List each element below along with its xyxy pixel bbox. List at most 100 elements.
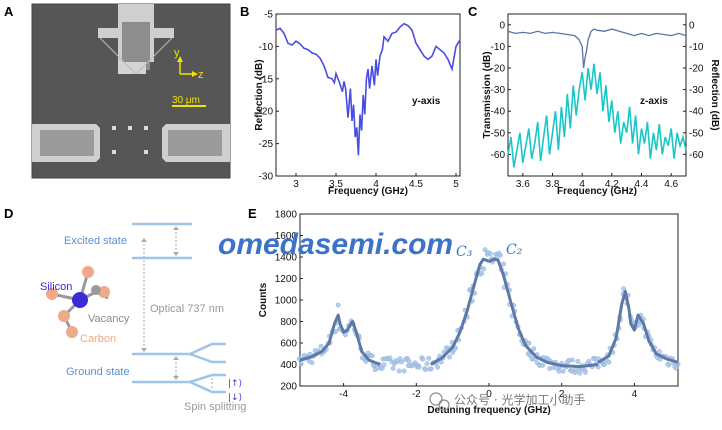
panel-c-y2-tick-label: -60: [689, 150, 704, 161]
panel-d-excited-state: Excited state: [64, 235, 127, 247]
panel-e-fit-line: [597, 289, 679, 364]
panel-b-y-tick-label: -25: [259, 139, 274, 150]
panel-e-data-point: [572, 367, 578, 373]
panel-e-y-tick-label: 1000: [275, 296, 298, 307]
panel-e-data-point: [390, 365, 396, 371]
panel-e-data-point: [527, 352, 533, 358]
panel-c-chart: 3.6 3.8 4 4.2 4.4 4.6 -60 -50 -40 -30 -20 -10 0 -60 -5…: [482, 13, 720, 197]
panel-c-y2-tick-label: -50: [689, 128, 704, 139]
panel-c-y2-tick-label: -40: [689, 107, 704, 118]
panel-label-b: B: [240, 4, 249, 19]
panel-c-x-tick-label: 4.6: [664, 179, 678, 190]
panel-e-data-point: [487, 251, 493, 257]
panel-c-y-tick-label: 0: [499, 20, 505, 31]
wechat-icon: [429, 392, 450, 411]
panel-e-data-point: [406, 358, 412, 364]
panel-e-y-tick-label: 1200: [275, 274, 298, 285]
panel-b-y-tick-label: -20: [259, 107, 274, 118]
panel-e-x-tick-label: 2: [559, 389, 565, 400]
panel-e-data-point: [318, 343, 324, 349]
panel-b-chart: 3 3.5 4 4.5 5 -30 -25 -20 -15 -10 -5 Frequency (GHz…: [254, 10, 461, 197]
panel-c-annotation: z-axis: [640, 96, 668, 107]
panel-e-data-point: [577, 370, 583, 376]
panel-a-axis-z: z: [198, 69, 204, 81]
panel-e-data-point: [556, 368, 562, 374]
panel-c-frame: [507, 13, 687, 177]
panel-e-data-point: [482, 247, 488, 253]
panel-e-data-point: [586, 358, 592, 364]
panel-c-x-tick-label: 3.6: [516, 179, 530, 190]
panel-e-data-point: [621, 286, 627, 292]
panel-c-y2-tick-label: -10: [689, 42, 704, 53]
panel-e-x-tick-label: -2: [412, 389, 421, 400]
panel-b-x-tick-label: 3.5: [329, 179, 343, 190]
panel-e-data-point: [396, 368, 402, 374]
panel-d-ground-state: Ground state: [66, 366, 130, 378]
panel-e-data-point: [428, 366, 434, 372]
panel-e-data-point: [387, 355, 393, 361]
panel-c-y-tick-label: -30: [491, 85, 506, 96]
panel-e-data-point: [435, 364, 441, 370]
panel-a-scale-label: 30 μm: [172, 95, 200, 106]
panel-e-data-point: [298, 361, 304, 367]
panel-e-y-tick-label: 1800: [275, 210, 298, 221]
panel-d-spin-up: |↑⟩: [228, 379, 242, 389]
panel-d-optical: Optical 737 nm: [150, 303, 224, 315]
panel-e-data-point: [401, 368, 407, 374]
panel-e-data-point: [582, 369, 588, 375]
panel-e-data-point: [606, 359, 612, 365]
panel-label-a: A: [4, 4, 14, 19]
panel-e-x-tick-label: 4: [632, 389, 638, 400]
panel-e-y-tick-label: 1600: [275, 231, 298, 242]
panel-e-data-point: [601, 362, 607, 367]
panel-c-y2-tick-label: -20: [689, 64, 704, 75]
panel-e-data-point: [363, 358, 369, 364]
panel-c-xlabel: Frequency (GHz): [557, 186, 637, 197]
panel-e-fit-line: [430, 257, 599, 369]
panel-e-data-point: [666, 362, 672, 368]
panel-label-e: E: [248, 206, 257, 221]
panel-e-chart: -4 -2 0 2 4 200 400 600 800 1000 1200 1400 1600 1800 D…: [258, 210, 681, 416]
panel-e-x-tick-label: 0: [486, 389, 492, 400]
panel-e-y-tick-label: 600: [280, 339, 297, 350]
panel-c-y2-tick-label: -30: [689, 85, 704, 96]
panel-b-x-tick-label: 4: [373, 179, 379, 190]
panel-e-y-tick-label: 800: [280, 317, 297, 328]
panel-b-y-tick-label: -15: [259, 74, 274, 85]
panel-e-data-point: [412, 360, 418, 366]
panel-b-xlabel: Frequency (GHz): [328, 186, 408, 197]
panel-c-reflection-line: [507, 28, 687, 69]
panel-d-diagram: [46, 222, 226, 394]
panel-e-x-tick-label: -4: [339, 389, 348, 400]
panel-c-y2-tick-label: 0: [689, 20, 695, 31]
panel-e-annotation-c3: C₃: [456, 244, 473, 260]
panel-b-ylabel: Reflection (dB): [254, 59, 265, 130]
panel-c-x-tick-label: 4: [579, 179, 585, 190]
panel-b-y-tick-label: -5: [264, 10, 273, 21]
panel-d-spin-splitting: Spin splitting: [184, 401, 246, 413]
panel-c-ylabel-left: Transmission (dB): [482, 51, 493, 138]
panel-a-axis-y: y: [174, 47, 180, 59]
panel-e-annotation-c2: C₂: [506, 242, 523, 258]
panel-e-ylabel: Counts: [258, 282, 269, 317]
panel-c-y-tick-label: -40: [491, 107, 506, 118]
panel-b-frame: [275, 13, 461, 177]
panel-e-data-point: [424, 361, 430, 367]
panel-e-y-tick-label: 200: [280, 382, 297, 393]
panel-d-carbon: Carbon: [80, 333, 116, 345]
panel-e-data-point: [673, 365, 679, 371]
panel-d-silicon: Silicon: [40, 281, 72, 293]
panel-b-y-tick-label: -30: [259, 172, 274, 183]
watermark-text: omedasemi.com: [218, 228, 453, 261]
panel-label-c: C: [468, 4, 478, 19]
panel-c-ylabel-right: Reflection (dB): [709, 59, 720, 130]
panel-e-data-point: [481, 266, 487, 272]
panel-e-data-point: [447, 354, 452, 360]
panel-e-data-point: [420, 356, 426, 362]
panel-e-data-point: [335, 302, 341, 308]
panel-b-y-tick-label: -10: [259, 42, 274, 53]
panel-e-y-tick-label: 1400: [275, 253, 298, 264]
panel-e-data-point: [560, 368, 566, 374]
panel-e-data-point: [479, 271, 485, 276]
